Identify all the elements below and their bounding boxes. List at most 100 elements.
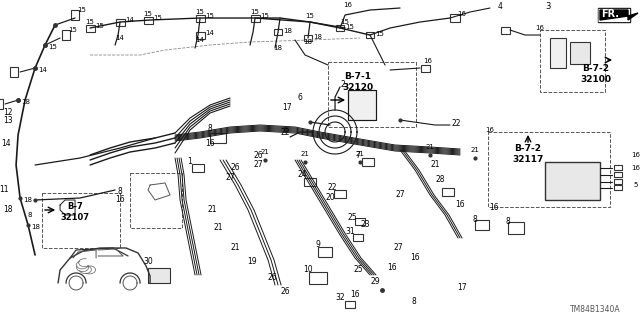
Text: 21: 21 — [230, 243, 240, 253]
Text: 21: 21 — [356, 151, 364, 157]
Text: 32: 32 — [335, 293, 345, 302]
Text: 15: 15 — [95, 23, 104, 29]
Text: 15: 15 — [154, 15, 163, 21]
Text: 14: 14 — [196, 37, 205, 43]
Text: 15: 15 — [196, 9, 205, 15]
Text: FR.: FR. — [601, 9, 619, 19]
Bar — [148, 268, 170, 283]
Text: 16: 16 — [344, 2, 353, 8]
Bar — [550, 38, 566, 68]
Text: 25: 25 — [348, 213, 357, 222]
Text: 27: 27 — [225, 174, 235, 182]
Bar — [540, 30, 605, 92]
Text: 16: 16 — [486, 127, 495, 133]
Text: 18: 18 — [3, 205, 13, 214]
Text: 22: 22 — [451, 118, 461, 128]
Bar — [336, 25, 344, 31]
Polygon shape — [600, 10, 638, 20]
Text: 18: 18 — [31, 224, 40, 230]
Text: 27: 27 — [253, 160, 263, 169]
Text: TM84B1340A: TM84B1340A — [570, 306, 620, 315]
Text: 14: 14 — [125, 17, 134, 23]
Bar — [488, 132, 610, 207]
Text: 27: 27 — [396, 190, 405, 199]
Text: 16: 16 — [115, 196, 125, 204]
Text: 30: 30 — [143, 257, 153, 266]
Bar — [42, 193, 120, 248]
Text: 26: 26 — [280, 287, 290, 296]
Text: 15: 15 — [340, 19, 349, 25]
Text: B-7-2: B-7-2 — [582, 63, 609, 72]
Text: 28: 28 — [435, 175, 445, 184]
Text: 9: 9 — [316, 241, 321, 249]
Text: B-7: B-7 — [67, 203, 83, 211]
Text: 8: 8 — [118, 188, 122, 197]
Text: 21: 21 — [213, 224, 223, 233]
Text: 7: 7 — [356, 151, 360, 160]
Text: 15: 15 — [346, 24, 355, 30]
Text: B-7-1: B-7-1 — [344, 71, 372, 80]
Bar — [334, 190, 346, 198]
Text: 16: 16 — [387, 263, 397, 272]
Text: 15: 15 — [251, 9, 259, 15]
Bar — [10, 67, 18, 77]
Text: 32107: 32107 — [61, 213, 90, 222]
Text: 16: 16 — [350, 291, 360, 300]
Text: 22: 22 — [280, 128, 290, 137]
Text: 15: 15 — [260, 13, 269, 19]
Text: 15: 15 — [143, 11, 152, 17]
Text: 8: 8 — [506, 218, 510, 226]
Bar — [420, 64, 429, 71]
Bar — [328, 62, 416, 127]
Text: 25: 25 — [353, 265, 363, 274]
Text: 16: 16 — [632, 165, 640, 171]
Text: 27: 27 — [393, 243, 403, 253]
Text: 32117: 32117 — [513, 154, 544, 164]
Text: 15: 15 — [205, 13, 214, 19]
Text: 15: 15 — [68, 27, 77, 33]
Text: 21: 21 — [470, 147, 479, 153]
Bar — [192, 164, 204, 172]
Text: 14: 14 — [116, 35, 125, 41]
Bar — [304, 178, 316, 186]
Text: 19: 19 — [247, 257, 257, 266]
Text: 16: 16 — [455, 201, 465, 210]
Text: 21: 21 — [426, 144, 435, 150]
Text: 8: 8 — [207, 123, 212, 132]
Text: 32120: 32120 — [342, 83, 374, 92]
Text: 8: 8 — [28, 212, 32, 218]
Text: 6: 6 — [298, 93, 303, 101]
Bar — [442, 188, 454, 196]
Text: 11: 11 — [0, 185, 9, 195]
Bar — [130, 173, 182, 228]
Bar — [614, 185, 622, 190]
Text: 16: 16 — [536, 25, 545, 31]
Bar — [0, 99, 3, 109]
Text: 16: 16 — [632, 152, 640, 158]
Bar — [475, 220, 489, 230]
Bar — [196, 15, 205, 21]
Text: 14: 14 — [1, 138, 11, 147]
Text: B-7-2: B-7-2 — [515, 144, 541, 152]
Text: 16: 16 — [424, 58, 433, 64]
Text: 15: 15 — [86, 19, 95, 25]
Text: 15: 15 — [49, 44, 58, 50]
Text: 26: 26 — [253, 151, 263, 160]
Bar — [86, 25, 95, 32]
Text: 16: 16 — [205, 138, 215, 147]
Text: 2: 2 — [340, 79, 346, 88]
Text: 23: 23 — [360, 220, 370, 229]
Text: 18: 18 — [284, 28, 292, 34]
Bar — [196, 32, 205, 39]
Text: 31: 31 — [345, 227, 355, 236]
Text: 12: 12 — [3, 108, 13, 116]
Bar — [318, 247, 332, 257]
Bar — [143, 17, 152, 24]
Text: 22: 22 — [327, 183, 337, 192]
Text: 18: 18 — [22, 99, 31, 105]
Bar — [304, 35, 312, 41]
Bar — [210, 133, 226, 143]
Text: 5: 5 — [634, 182, 638, 188]
Bar — [508, 222, 524, 234]
Bar — [116, 19, 125, 26]
